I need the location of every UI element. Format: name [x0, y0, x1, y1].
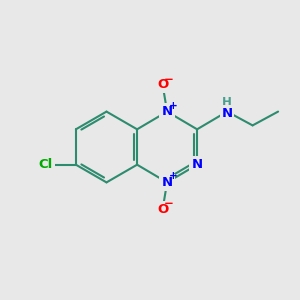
Text: O: O: [157, 203, 168, 216]
Text: −: −: [164, 73, 173, 86]
Text: O: O: [157, 78, 168, 91]
Text: Cl: Cl: [39, 158, 53, 171]
Text: +: +: [169, 100, 178, 111]
Text: H: H: [222, 96, 232, 109]
Text: −: −: [164, 197, 173, 211]
Text: +: +: [169, 171, 178, 182]
Text: N: N: [161, 105, 173, 118]
Text: N: N: [191, 158, 203, 171]
Text: N: N: [221, 106, 233, 120]
Text: N: N: [161, 176, 173, 189]
